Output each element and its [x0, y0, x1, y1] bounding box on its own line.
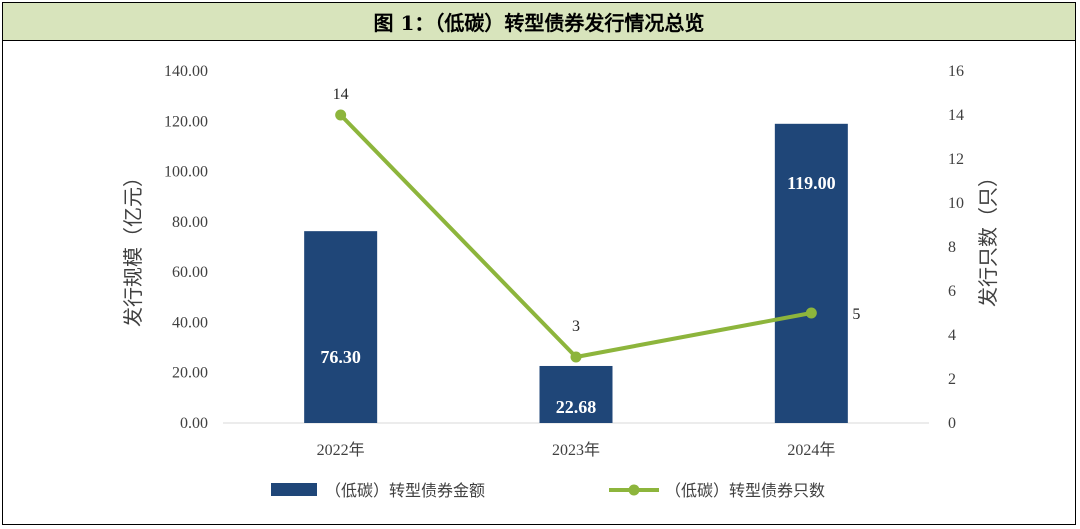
y-tick-label: 100.00 — [164, 164, 208, 181]
y-tick-label: 0.00 — [180, 415, 208, 432]
y2-tick-label: 0 — [948, 415, 956, 432]
y2-tick-label: 10 — [948, 195, 964, 212]
y-axis-title: 发行规模（亿元） — [121, 167, 145, 327]
line-data-label: 14 — [333, 86, 349, 103]
y-tick-label: 120.00 — [164, 113, 208, 130]
y2-tick-label: 12 — [948, 151, 964, 168]
y2-tick-label: 4 — [948, 327, 956, 344]
y2-tick-label: 6 — [948, 283, 956, 300]
y2-tick-label: 14 — [948, 107, 964, 124]
bar — [304, 231, 378, 423]
bar — [539, 365, 613, 423]
y2-tick-label: 16 — [948, 63, 964, 80]
legend-label-bar: （低碳）转型债券金额 — [325, 481, 485, 500]
y-tick-label: 140.00 — [164, 63, 208, 80]
line-data-label: 5 — [852, 306, 860, 323]
title-bar: 图 1：（低碳）转型债券发行情况总览 — [3, 3, 1075, 41]
bar-data-label: 22.68 — [556, 397, 597, 417]
bar-data-label: 119.00 — [787, 173, 836, 193]
chart-title: 图 1：（低碳）转型债券发行情况总览 — [373, 11, 705, 35]
y-tick-label: 40.00 — [172, 314, 208, 331]
line-point — [570, 351, 582, 363]
y2-tick-label: 8 — [948, 239, 956, 256]
x-tick-label: 2022年 — [317, 441, 365, 459]
bar-data-label: 76.30 — [320, 347, 361, 367]
y-tick-label: 20.00 — [172, 365, 208, 382]
x-tick-label: 2024年 — [787, 441, 835, 459]
y2-axis-title: 发行只数（只） — [976, 167, 1000, 307]
legend-swatch-bar — [271, 483, 317, 496]
line-point — [335, 109, 347, 121]
bar — [774, 123, 848, 424]
line-data-label: 3 — [572, 318, 580, 335]
legend-swatch-marker — [628, 484, 640, 496]
y-tick-label: 60.00 — [172, 264, 208, 281]
y2-tick-label: 2 — [948, 371, 956, 388]
legend-label-line: （低碳）转型债券只数 — [665, 481, 825, 500]
y-tick-label: 80.00 — [172, 214, 208, 231]
line-point — [805, 307, 817, 319]
x-tick-label: 2023年 — [552, 441, 600, 459]
chart-area: 0.00 20.00 40.00 60.00 80.00 100.00 120.00 140.… — [121, 63, 1000, 500]
